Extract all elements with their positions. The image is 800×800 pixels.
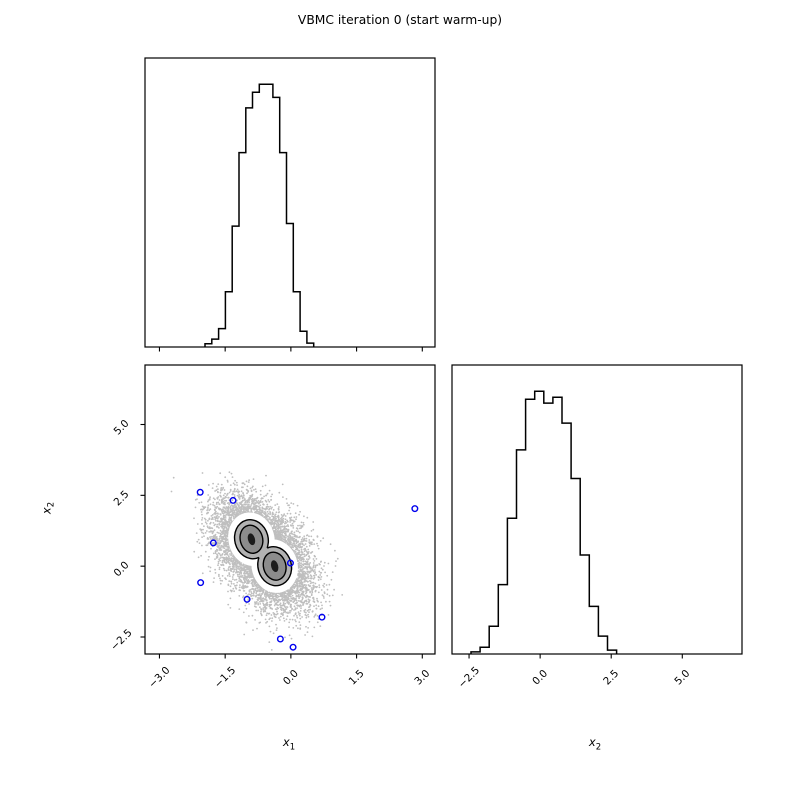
histogram-outline-x2: [470, 390, 618, 654]
evaluated-point-marker: [196, 488, 204, 496]
x-tick-label: 1.5: [347, 667, 367, 687]
x1-axis-label: x1: [283, 735, 295, 752]
x-tick-label: −2.5: [456, 664, 482, 690]
y-tick-label: 2.5: [111, 488, 131, 508]
y-tick-label: 0.0: [111, 559, 131, 579]
x2-axis-label-subscript: 2: [595, 742, 602, 753]
evaluated-point-marker: [197, 579, 205, 587]
histogram-outline-x1: [204, 83, 315, 347]
x-tick-label: 0.0: [281, 667, 301, 687]
y-tick-label: 5.0: [111, 417, 131, 437]
tick-labels: −3.0 −1.5 0.0 1.5 3.0 −2.5 −2.5 0.0 0.0 2.5 2.5 5.0…: [108, 417, 692, 690]
evaluated-point-marker: [243, 595, 251, 603]
x-tick-label: 0.0: [530, 667, 550, 687]
x-tick-label: −3.0: [146, 664, 172, 690]
x1-axis-label-symbol: x: [282, 735, 290, 749]
contour-levels: [228, 512, 298, 593]
x-tick-label: 2.5: [601, 667, 621, 687]
joint-density-layer: [170, 471, 344, 651]
figure-title: VBMC iteration 0 (start warm-up): [297, 13, 503, 27]
evaluated-point-marker: [286, 559, 294, 567]
x2-axis-label: x2: [589, 735, 601, 752]
panel-joint-frame: [144, 364, 436, 655]
evaluated-point-marker: [276, 635, 284, 643]
y-tick-label: −2.5: [108, 627, 134, 653]
evaluated-point-marker: [209, 539, 217, 547]
x2-yaxis-label-subscript: 2: [46, 501, 57, 508]
x-tick-label: −1.5: [212, 664, 238, 690]
x-tick-label: 3.0: [412, 667, 432, 687]
x2-yaxis-label: x2: [39, 502, 56, 514]
evaluated-point-marker: [289, 643, 297, 651]
evaluated-points: [196, 488, 419, 651]
evaluated-point-marker: [411, 505, 419, 513]
x2-axis-label-symbol: x: [588, 735, 596, 749]
evaluated-point-marker: [229, 496, 237, 504]
panel-x2-hist-frame: [451, 364, 743, 655]
x2-yaxis-label-symbol: x: [39, 507, 54, 515]
x1-axis-label-subscript: 1: [289, 742, 296, 753]
tick-marks: [140, 347, 683, 659]
x-tick-label: 5.0: [672, 667, 692, 687]
panel-x1-hist-frame: [144, 57, 436, 348]
evaluated-point-marker: [318, 613, 326, 621]
